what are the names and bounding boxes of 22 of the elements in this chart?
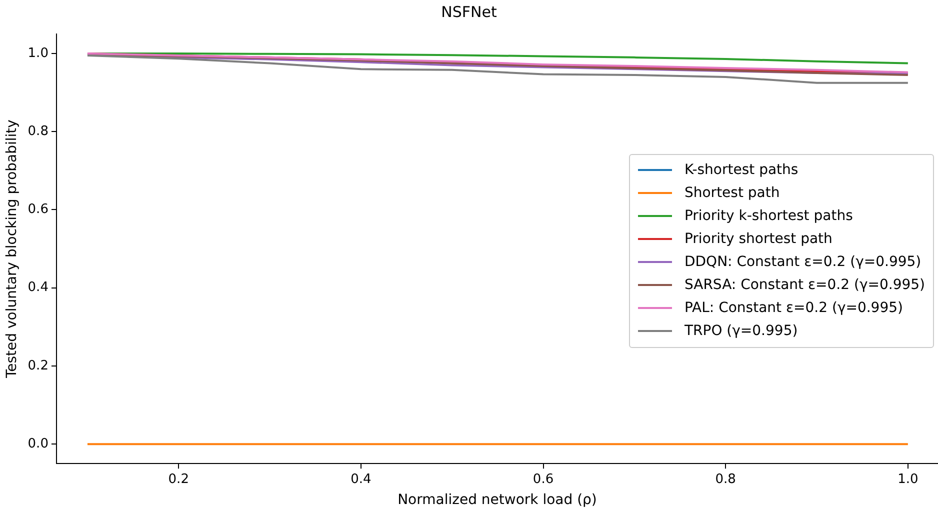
x-tick-label: 0.4 <box>350 472 372 487</box>
y-tick-label: 0.4 <box>28 280 48 296</box>
y-tick-label: 0.2 <box>28 358 48 374</box>
y-tick-label: 0.8 <box>28 124 48 140</box>
x-tick-label: 1.0 <box>898 472 918 487</box>
legend-label: DDQN: Constant ε=0.2 (γ=0.995) <box>684 254 922 270</box>
y-tick-label: 0.6 <box>28 202 48 218</box>
x-tick-label: 0.2 <box>168 472 189 487</box>
legend-label: Priority k-shortest paths <box>684 208 853 224</box>
legend-label: TRPO (γ=0.995) <box>684 323 798 340</box>
chart-title: NSFNet <box>441 2 497 21</box>
x-tick-label: 0.6 <box>532 472 554 487</box>
y-axis-title: Tested voluntary blocking probability <box>4 120 20 380</box>
legend-label: Priority shortest path <box>684 231 832 248</box>
legend-label: SARSA: Constant ε=0.2 (γ=0.995) <box>684 277 925 294</box>
y-tick-label: 1.0 <box>28 46 48 61</box>
legend-label: PAL: Constant ε=0.2 (γ=0.995) <box>684 300 903 316</box>
legend-label: K-shortest paths <box>684 162 798 178</box>
x-axis-title: Normalized network load (ρ) <box>398 492 597 508</box>
legend-label: Shortest path <box>684 185 780 202</box>
y-tick-label: 0.0 <box>28 436 48 452</box>
x-tick-label: 0.8 <box>715 472 736 487</box>
